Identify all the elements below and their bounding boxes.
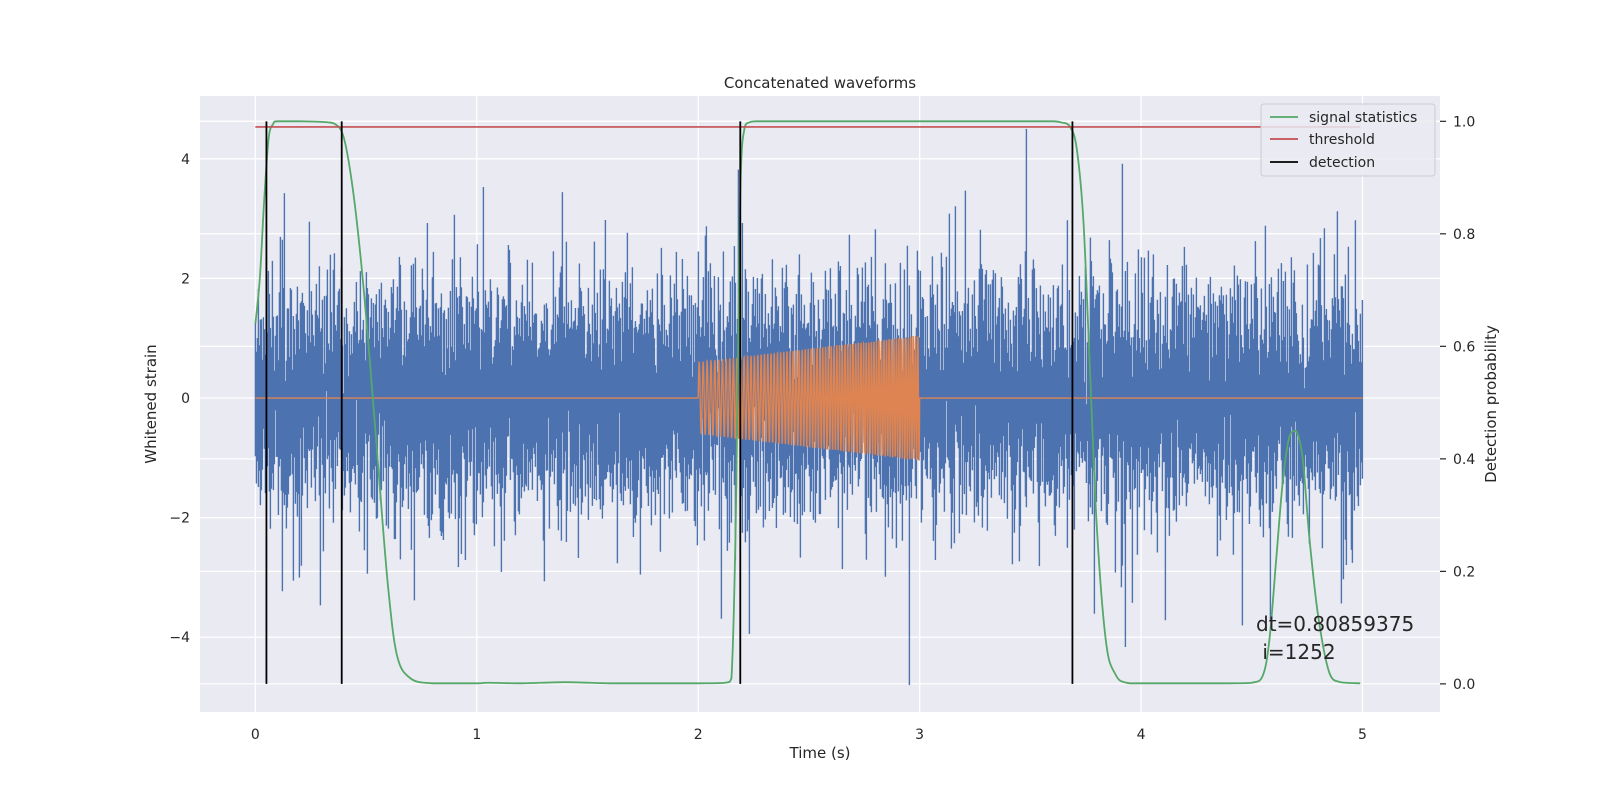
x-axis-ticks: 0 1 2 3 4 5 [251,727,1367,743]
y-tick-label-0: −4 [169,630,190,646]
y2-tick-label-0: 0.0 [1453,677,1475,693]
y2-tick-label-5: 1.0 [1453,114,1475,130]
x-tick-label-2: 2 [694,727,703,743]
legend-box [1260,103,1436,177]
annotation-dt: dt=0.80859375 [1256,612,1414,636]
y-tick-label-4: 4 [181,152,190,168]
y2-tick-label-2: 0.4 [1453,452,1475,468]
signal-statistics-line [254,120,1361,685]
y2-axis-label: Detection probability [1482,325,1500,483]
legend-label-detection: detection [1309,155,1375,171]
legend-label-signal-statistics: signal statistics [1309,110,1417,126]
legend: signal statistics threshold detection [1260,103,1436,177]
injection-series [255,335,1363,461]
x-axis-label: Time (s) [789,744,851,762]
x-tick-label-0: 0 [251,727,260,743]
y-axis-ticks: −4 −2 0 2 4 [169,152,190,646]
x-tick-label-1: 1 [472,727,481,743]
y-tick-label-2: 0 [181,391,190,407]
y2-tick-label-3: 0.6 [1453,339,1475,355]
y-tick-label-1: −2 [169,511,190,527]
y-axis-label: Whitened strain [142,344,160,463]
annotation-i: i=1252 [1256,640,1336,664]
y-tick-label-3: 2 [181,271,190,287]
y2-tick-label-4: 0.8 [1453,227,1475,243]
legend-label-threshold: threshold [1309,132,1375,148]
x-tick-label-5: 5 [1358,727,1367,743]
signal-statistics-series [254,120,1361,685]
y2-tick-label-1: 0.2 [1453,564,1475,580]
detection-series [265,121,1074,684]
y2-axis-ticks: 0.0 0.2 0.4 0.6 0.8 1.0 [1440,114,1475,693]
injection-trace [255,335,1363,461]
chart-title: Concatenated waveforms [724,74,916,92]
x-tick-label-4: 4 [1137,727,1146,743]
x-tick-label-3: 3 [915,727,924,743]
